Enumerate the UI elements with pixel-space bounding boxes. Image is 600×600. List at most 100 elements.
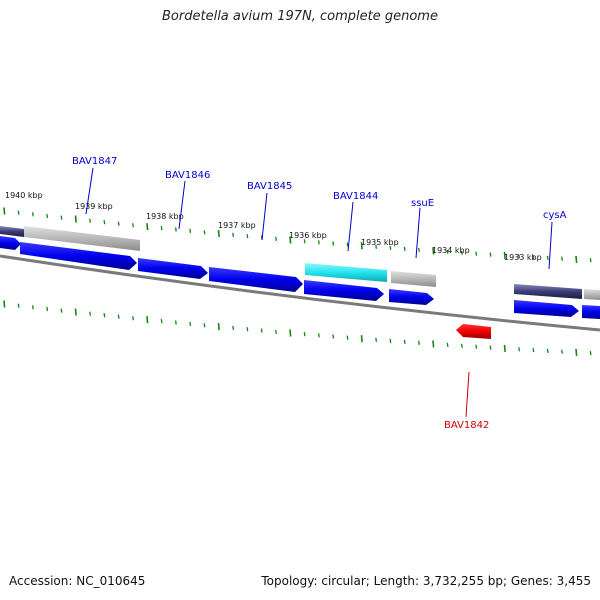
cds-arrow bbox=[389, 289, 434, 305]
scale-tick bbox=[217, 230, 220, 238]
scale-tick bbox=[31, 305, 34, 310]
feature-block bbox=[584, 289, 600, 300]
feature-block bbox=[514, 284, 582, 299]
scale-tick bbox=[346, 335, 349, 340]
scale-tick bbox=[418, 247, 420, 252]
tick-label: 1940 kbp bbox=[5, 191, 43, 200]
scale-tick bbox=[460, 343, 463, 348]
scale-tick bbox=[546, 348, 549, 353]
scale-tick bbox=[132, 316, 134, 321]
tick-label: 1936 kbp bbox=[289, 231, 327, 240]
scale-tick bbox=[3, 300, 6, 308]
cds-arrow bbox=[138, 258, 208, 279]
cds-arrow bbox=[514, 300, 579, 317]
cds-arrow bbox=[0, 236, 21, 250]
scale-tick bbox=[317, 333, 320, 338]
scale-tick bbox=[346, 242, 349, 247]
scale-tick bbox=[74, 215, 77, 223]
scale-tick bbox=[532, 348, 535, 353]
scale-tick bbox=[89, 311, 92, 316]
scale-tick bbox=[31, 212, 34, 217]
tick-label: 1934 kbp bbox=[432, 246, 470, 255]
scale-tick bbox=[475, 251, 478, 256]
scale-tick bbox=[289, 236, 292, 244]
cds-arrow bbox=[304, 280, 384, 301]
scale-tick bbox=[518, 254, 521, 259]
scale-tick bbox=[303, 239, 306, 244]
gene-label: cysA bbox=[543, 210, 567, 221]
scale-tick bbox=[561, 349, 563, 354]
scale-tick bbox=[546, 255, 549, 260]
scale-tick bbox=[475, 344, 478, 349]
feature-block bbox=[391, 271, 436, 287]
scale-tick bbox=[332, 334, 335, 339]
feature-block bbox=[305, 263, 387, 282]
scale-tick bbox=[446, 342, 449, 347]
inner-tick-row bbox=[3, 300, 592, 356]
cds-arrow bbox=[582, 305, 600, 319]
cds-forward-track bbox=[0, 236, 600, 319]
scale-tick bbox=[146, 223, 149, 231]
scale-tick bbox=[203, 230, 206, 235]
map-title: Bordetella avium 197N, complete genome bbox=[162, 9, 438, 24]
scale-tick bbox=[418, 340, 420, 345]
scale-tick bbox=[189, 321, 192, 326]
scale-tick bbox=[503, 251, 506, 259]
scale-tick bbox=[489, 252, 492, 257]
gene-label: BAV1847 bbox=[72, 156, 117, 167]
scale-tick bbox=[589, 258, 592, 263]
scale-tick bbox=[46, 306, 49, 312]
scale-tick bbox=[160, 226, 163, 231]
feature-block bbox=[0, 226, 24, 237]
scale-tick bbox=[375, 337, 378, 342]
tick-label: 1939 kbp bbox=[75, 202, 113, 211]
cds-arrow bbox=[20, 242, 137, 270]
tick-label: 1937 kbp bbox=[218, 221, 256, 230]
scale-tick bbox=[46, 213, 49, 219]
scale-tick bbox=[503, 344, 506, 352]
gene-label: BAV1846 bbox=[165, 170, 210, 181]
scale-tick bbox=[17, 303, 20, 308]
scale-tick bbox=[360, 242, 363, 250]
tick-label: 1938 kbp bbox=[146, 212, 184, 221]
label-leader-line bbox=[178, 180, 186, 230]
scale-tick bbox=[117, 221, 120, 226]
scale-tick bbox=[303, 332, 306, 337]
tick-labels: 1940 kbp 1939 kbp 1938 kbp 1937 kbp 1936… bbox=[5, 191, 542, 262]
scale-tick bbox=[103, 313, 106, 318]
tick-label: 1933 kbp bbox=[504, 253, 542, 262]
scale-tick bbox=[518, 347, 521, 352]
feature-block bbox=[24, 226, 140, 251]
label-leaders bbox=[85, 167, 553, 418]
scale-tick bbox=[589, 351, 592, 356]
scale-tick bbox=[203, 323, 206, 328]
scale-tick bbox=[403, 339, 406, 344]
outer-tick-row bbox=[3, 207, 592, 263]
scale-tick bbox=[174, 227, 177, 232]
scale-tick bbox=[389, 245, 392, 250]
scale-tick bbox=[160, 319, 163, 324]
label-leader-line bbox=[548, 221, 553, 270]
scale-tick bbox=[432, 247, 435, 255]
scale-tick bbox=[17, 210, 20, 215]
label-leader-line bbox=[347, 201, 354, 252]
scale-tick bbox=[189, 228, 192, 233]
scale-tick bbox=[446, 249, 449, 254]
scale-tick bbox=[246, 327, 249, 332]
scale-tick bbox=[132, 223, 134, 228]
scale-tick bbox=[275, 236, 277, 241]
genome-summary-text: Topology: circular; Length: 3,732,255 bp… bbox=[261, 574, 591, 588]
gene-label: BAV1842 bbox=[444, 420, 489, 431]
scale-tick bbox=[60, 215, 63, 220]
cds-arrow-reverse bbox=[456, 324, 491, 339]
feature-track-outer bbox=[0, 226, 600, 300]
scale-tick bbox=[460, 250, 463, 255]
scale-tick bbox=[389, 338, 392, 343]
label-leader-line bbox=[85, 167, 94, 215]
scale-tick bbox=[403, 246, 406, 251]
accession-text: Accession: NC_010645 bbox=[9, 574, 146, 588]
scale-tick bbox=[275, 329, 277, 334]
gene-label: ssuE bbox=[411, 198, 434, 209]
scale-tick bbox=[103, 220, 106, 225]
